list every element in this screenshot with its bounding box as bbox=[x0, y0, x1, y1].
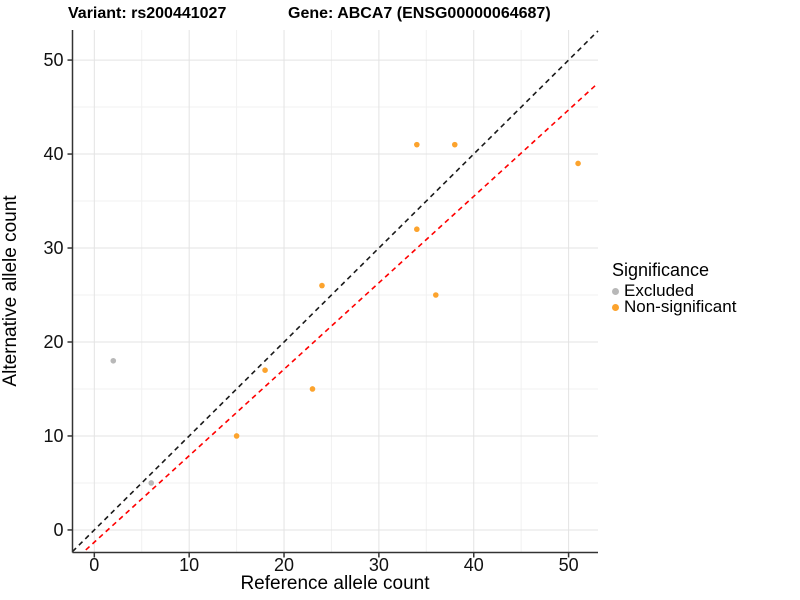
legend-item-label: Excluded bbox=[624, 281, 694, 300]
data-points bbox=[110, 141, 581, 486]
identity-line bbox=[72, 30, 599, 553]
y-axis-title: Alternative allele count bbox=[0, 195, 21, 387]
y-tick-label: 50 bbox=[43, 50, 63, 70]
data-point-non-significant bbox=[575, 160, 581, 167]
fit-line bbox=[81, 82, 599, 553]
y-tick-label: 30 bbox=[43, 238, 63, 258]
x-tick-label: 30 bbox=[369, 555, 389, 575]
data-point-excluded bbox=[148, 480, 155, 486]
plot-title-variant: Variant: rs200441027 bbox=[68, 5, 227, 22]
legend: Significance Excluded Non-significant bbox=[612, 260, 736, 315]
x-tick-label: 10 bbox=[179, 555, 199, 575]
x-tick-label: 20 bbox=[274, 555, 294, 575]
x-tick-label: 0 bbox=[89, 555, 99, 575]
x-axis-title: Reference allele count bbox=[240, 573, 430, 594]
plot-title-gene: Gene: ABCA7 (ENSG00000064687) bbox=[288, 5, 551, 22]
x-tick-label: 40 bbox=[464, 555, 484, 575]
x-tick-label: 50 bbox=[559, 555, 579, 575]
y-tick-label: 20 bbox=[43, 332, 63, 352]
data-point-non-significant bbox=[233, 433, 240, 439]
data-point-non-significant bbox=[262, 367, 268, 373]
data-point-non-significant bbox=[319, 282, 325, 289]
y-tick-label: 10 bbox=[43, 426, 63, 446]
y-tick-label: 40 bbox=[43, 144, 63, 164]
data-point-excluded bbox=[110, 357, 117, 364]
data-point-non-significant bbox=[309, 386, 316, 392]
data-point-non-significant bbox=[414, 226, 420, 233]
legend-title: Significance bbox=[612, 260, 710, 280]
major-gridlines bbox=[72, 30, 598, 553]
legend-item-non-significant: Non-significant bbox=[612, 297, 737, 316]
legend-item-excluded: Excluded bbox=[612, 281, 736, 300]
data-point-non-significant bbox=[451, 141, 458, 148]
tick-labels: 0 10 20 30 40 50 0 10 20 30 40 50 bbox=[43, 50, 578, 575]
excluded-swatch-icon bbox=[612, 287, 619, 295]
non-significant-swatch-icon bbox=[612, 303, 619, 311]
reference-lines bbox=[72, 30, 599, 553]
legend-item-label: Non-significant bbox=[624, 297, 737, 316]
data-point-non-significant bbox=[432, 292, 439, 298]
data-point-non-significant bbox=[414, 141, 420, 148]
y-tick-label: 0 bbox=[53, 520, 63, 540]
axis-lines-and-ticks bbox=[67, 30, 598, 558]
